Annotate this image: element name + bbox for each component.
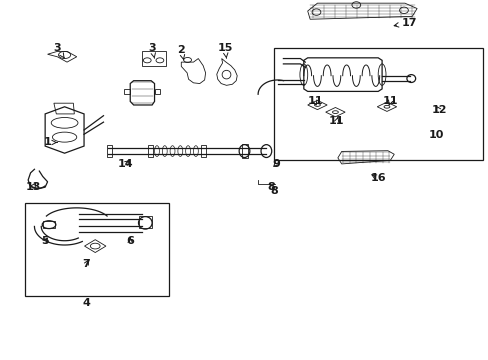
Bar	[25, 203, 169, 296]
Text: 11: 11	[382, 96, 397, 107]
Text: 15: 15	[217, 43, 232, 58]
Text: 8: 8	[267, 182, 275, 192]
Text: 11: 11	[328, 116, 344, 126]
Text: 3: 3	[148, 43, 156, 58]
Text: 12: 12	[430, 105, 446, 115]
Text: 13: 13	[25, 182, 41, 192]
Text: 14: 14	[117, 159, 133, 169]
Text: 3: 3	[53, 43, 64, 58]
Text: 11: 11	[306, 96, 322, 107]
Text: 9: 9	[272, 159, 280, 169]
Bar	[273, 48, 482, 160]
Text: 6: 6	[126, 236, 134, 246]
Text: 2: 2	[177, 45, 185, 60]
Text: 5: 5	[41, 236, 49, 246]
Text: 16: 16	[369, 173, 385, 183]
Text: 8: 8	[270, 186, 278, 196]
Text: 10: 10	[428, 130, 443, 140]
Text: 1: 1	[43, 138, 57, 148]
Bar	[142, 51, 165, 66]
Text: 4: 4	[82, 298, 90, 308]
Text: 17: 17	[393, 18, 417, 28]
Text: 7: 7	[82, 259, 90, 269]
